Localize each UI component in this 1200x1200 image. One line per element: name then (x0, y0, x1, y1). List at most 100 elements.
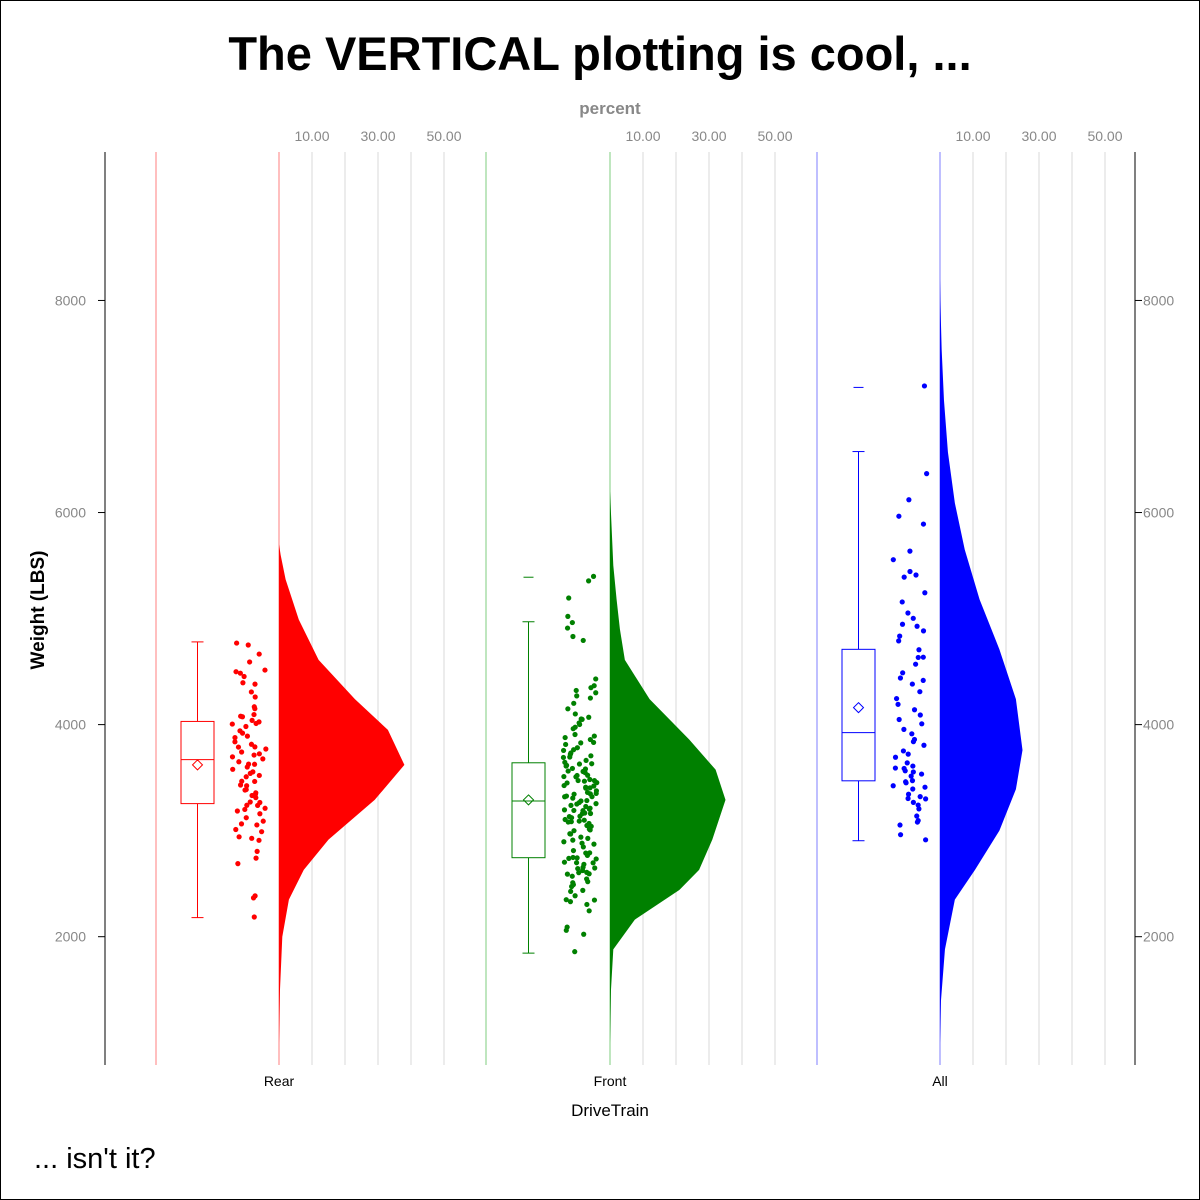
data-point (243, 786, 249, 793)
data-point (239, 749, 245, 755)
data-point (924, 471, 930, 477)
data-point (909, 778, 916, 784)
data-point (908, 773, 914, 779)
data-point (918, 771, 925, 777)
data-point (263, 746, 269, 752)
data-point (257, 799, 263, 806)
data-point (580, 637, 586, 644)
data-point (921, 742, 927, 748)
data-point (589, 761, 595, 767)
data-point (570, 854, 576, 861)
data-point (260, 818, 266, 824)
data-point (567, 899, 574, 905)
data-point (254, 822, 260, 828)
data-point (252, 681, 258, 687)
data-point (586, 578, 592, 584)
data-point (571, 700, 577, 706)
data-point (915, 654, 921, 661)
data-point (575, 777, 581, 784)
data-point (896, 513, 902, 519)
data-point (239, 778, 245, 784)
data-point (581, 931, 587, 937)
data-point (247, 799, 253, 805)
data-point (565, 706, 571, 712)
data-point (591, 733, 597, 739)
data-point (564, 780, 570, 786)
data-point (561, 807, 568, 813)
data-point (249, 717, 255, 723)
data-point (915, 817, 921, 824)
data-point (572, 949, 578, 955)
data-point (584, 901, 590, 908)
data-point (245, 642, 251, 648)
data-point (588, 753, 594, 759)
density-area (610, 491, 726, 1043)
data-point (893, 695, 900, 702)
data-point (565, 768, 571, 774)
data-point (915, 802, 921, 808)
data-point (248, 741, 255, 747)
data-point (890, 557, 896, 563)
data-point (256, 772, 262, 779)
data-point (256, 751, 262, 757)
data-point (576, 761, 583, 767)
data-point (593, 856, 599, 862)
data-point (259, 829, 265, 835)
data-point (587, 810, 594, 817)
data-point (592, 865, 598, 871)
data-point (235, 861, 241, 867)
data-point (248, 689, 254, 695)
iqr-box (511, 762, 546, 859)
data-point (582, 766, 589, 772)
data-point (262, 667, 268, 673)
x-tick-label: Rear (264, 1073, 295, 1089)
data-point (232, 739, 238, 745)
data-point (899, 599, 905, 605)
data-point (570, 837, 576, 843)
data-point (568, 815, 575, 821)
data-point (591, 783, 597, 789)
mean-marker (852, 701, 865, 714)
data-point (920, 677, 926, 684)
data-point (240, 680, 246, 686)
percent-axis-label: percent (579, 99, 641, 118)
data-point (910, 786, 916, 792)
data-point (917, 794, 923, 800)
density-area (940, 279, 1023, 1043)
data-point (581, 778, 588, 784)
data-point (920, 521, 927, 527)
y-tick-label-left: 8000 (55, 292, 86, 308)
data-point (573, 860, 580, 866)
data-point (256, 837, 262, 843)
data-point (590, 860, 596, 866)
data-point (897, 832, 904, 838)
mean-marker (522, 794, 535, 806)
data-point (253, 790, 259, 796)
data-point (905, 791, 912, 797)
percent-tick-label: 50.00 (426, 128, 461, 144)
data-point (900, 670, 906, 676)
data-point (234, 808, 240, 814)
data-point (252, 778, 258, 785)
y-tick-label-right: 8000 (1143, 292, 1174, 308)
data-point (570, 880, 576, 886)
data-point (581, 817, 587, 823)
data-point (897, 633, 903, 639)
density-area (279, 544, 405, 1043)
data-point (572, 893, 578, 899)
data-point (563, 897, 569, 903)
data-point (252, 893, 258, 899)
data-point (584, 869, 590, 875)
data-point (584, 876, 590, 882)
data-point (583, 784, 589, 790)
data-point (572, 731, 578, 738)
data-point (909, 681, 915, 687)
data-point (576, 818, 582, 824)
data-point (236, 759, 242, 765)
data-point (574, 745, 580, 751)
data-point (910, 799, 916, 805)
y-tick-label-right: 4000 (1143, 717, 1174, 733)
data-point (584, 797, 590, 804)
data-point (232, 735, 238, 741)
percent-tick-label: 10.00 (625, 128, 660, 144)
